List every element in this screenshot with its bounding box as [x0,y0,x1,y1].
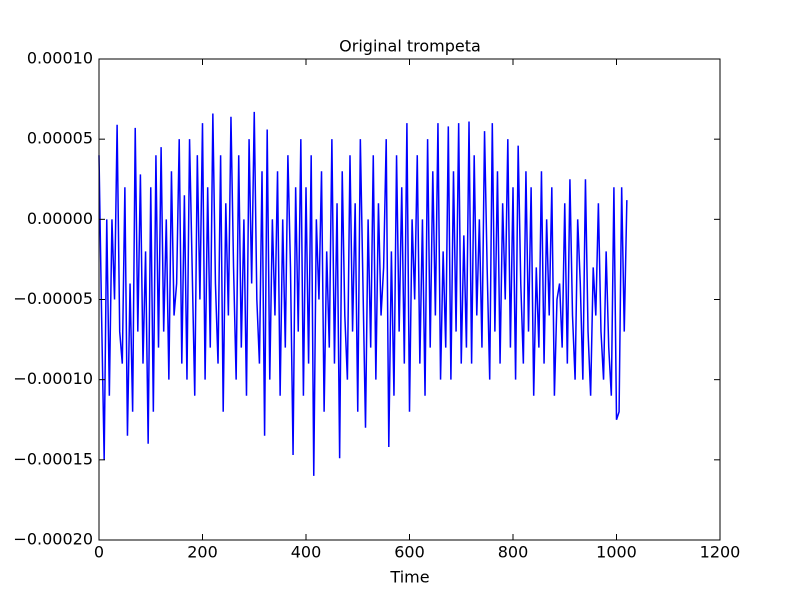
data-line [98,111,628,476]
y-tick-label: −0.00020 [13,530,93,549]
x-tick-label: 200 [187,543,218,562]
y-tick-label: 0.00000 [27,209,93,228]
y-tick-label: −0.00005 [13,289,93,308]
x-tick-label: 400 [291,543,322,562]
x-tick-label: 600 [394,543,425,562]
x-axis-label: Time [389,568,429,587]
x-tick-label: 1000 [596,543,637,562]
x-tick-label: 0 [94,543,104,562]
x-tick-label: 800 [498,543,529,562]
x-tick-label: 1200 [700,543,741,562]
y-tick-label: 0.00010 [27,49,93,68]
y-tick-label: −0.00010 [13,369,93,388]
y-tick-label: 0.00005 [27,129,93,148]
chart-title: Original trompeta [339,37,481,56]
y-tick-label: −0.00015 [13,449,93,468]
